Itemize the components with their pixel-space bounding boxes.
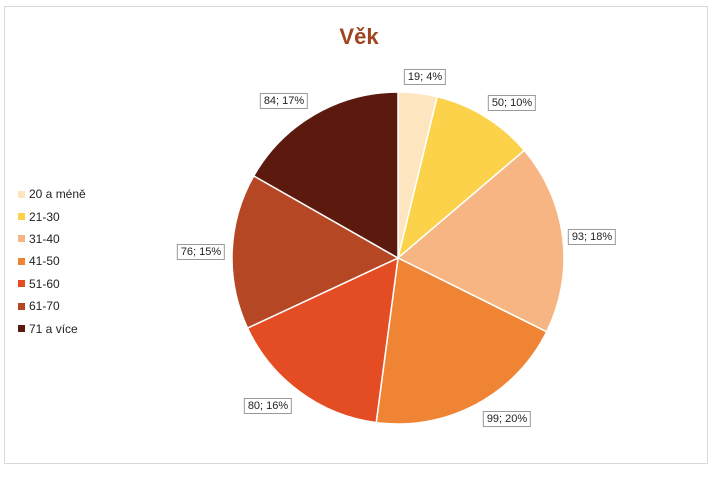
legend-label: 61-70 (29, 299, 60, 314)
data-label-2: 50; 10% (487, 95, 537, 111)
pie-slice-6 (231, 174, 400, 330)
legend-label: 21-30 (29, 209, 60, 224)
chart-title: Věk (339, 24, 379, 49)
legend-item-2: 21-30 (18, 205, 86, 227)
pie-slice-4 (375, 256, 548, 425)
pie-slice-2 (396, 95, 526, 261)
legend-swatch (18, 235, 25, 243)
legend-item-4: 41-50 (18, 250, 86, 272)
legend-label: 41-50 (29, 254, 60, 269)
legend-item-1: 20 a méně (18, 183, 86, 205)
legend-swatch (18, 213, 25, 221)
legend-item-3: 31-40 (18, 228, 86, 250)
data-label-7: 84; 17% (259, 93, 309, 109)
legend-label: 31-40 (29, 231, 60, 246)
data-label-5: 80; 16% (243, 398, 293, 414)
legend-label: 51-60 (29, 276, 60, 291)
data-label-1: 19; 4% (403, 69, 447, 85)
legend-swatch (18, 302, 25, 310)
legend-label: 71 a více (29, 321, 78, 336)
legend-swatch (18, 325, 25, 333)
data-label-6: 76; 15% (176, 244, 226, 260)
data-label-4: 99; 20% (482, 411, 532, 427)
legend-swatch (18, 257, 25, 265)
legend-item-5: 51-60 (18, 273, 86, 295)
legend-label: 20 a méně (29, 187, 86, 202)
legend-item-6: 61-70 (18, 295, 86, 317)
pie-slice-3 (396, 149, 565, 333)
pie-slice-5 (246, 256, 399, 424)
pie-slice-7 (252, 91, 399, 260)
legend: 20 a méně 21-30 31-40 41-50 51-60 61-70 71 a v… (18, 183, 86, 340)
data-label-3: 93; 18% (567, 229, 617, 245)
legend-item-7: 71 a více (18, 317, 86, 339)
legend-swatch (18, 280, 25, 288)
legend-swatch (18, 190, 25, 198)
